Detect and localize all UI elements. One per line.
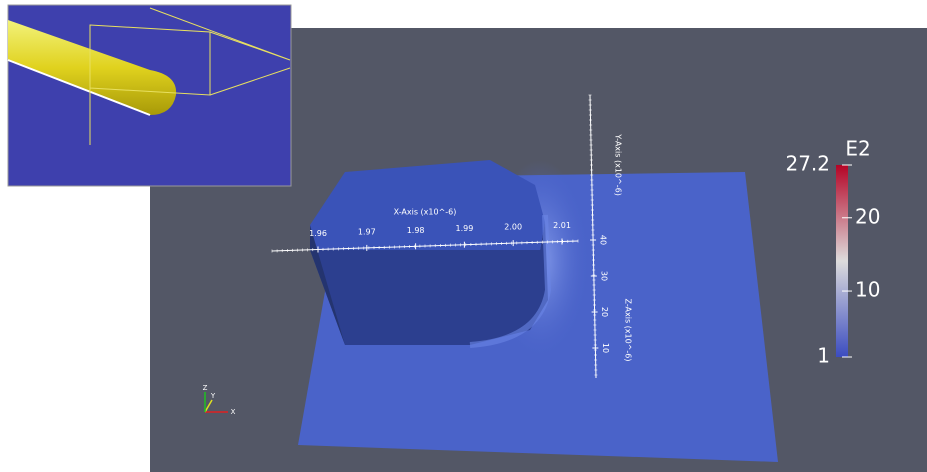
triad-y [204,399,213,413]
x-tick-label: 2.01 [553,221,571,230]
colorbar-tick-label: 20 [855,204,880,228]
inset-bar [8,20,177,115]
inset-box [89,7,291,145]
triad-y-label: Y [210,392,216,400]
block-top [310,160,545,250]
colorbar-max-label: 27.2 [785,152,830,176]
triad-z-label: Z [203,384,208,392]
z-tick-label: 40 [599,235,608,245]
x-tick-label: 1.99 [455,224,473,233]
colorbar-min-label: 1 [817,344,830,368]
block-edge-glow [469,214,552,348]
x-tick-label: 2.00 [504,223,522,232]
z-tick-label: 10 [601,343,610,353]
z-tick-label: 20 [600,307,609,317]
inset [7,4,292,187]
colorbar-tick-label: 10 [855,278,880,302]
z-axis-line [589,94,597,379]
triad-x-label: X [231,408,236,416]
z-axis-title: Z-Axis (x10^-6) [624,298,633,361]
z-tick-label: 30 [599,271,608,281]
colorbar [836,165,848,357]
x-tick-label: 1.96 [309,229,327,238]
block-left [310,225,345,345]
block-front [310,222,548,345]
x-axis-title: X-Axis (x10^-6) [394,208,457,217]
y-axis-title: Y-Axis (x10^-6) [614,133,623,196]
colorbar-title: E2 [845,137,870,161]
x-tick-label: 1.97 [358,227,376,236]
inset-bar-edge [7,59,151,116]
x-tick-label: 1.98 [407,226,425,235]
